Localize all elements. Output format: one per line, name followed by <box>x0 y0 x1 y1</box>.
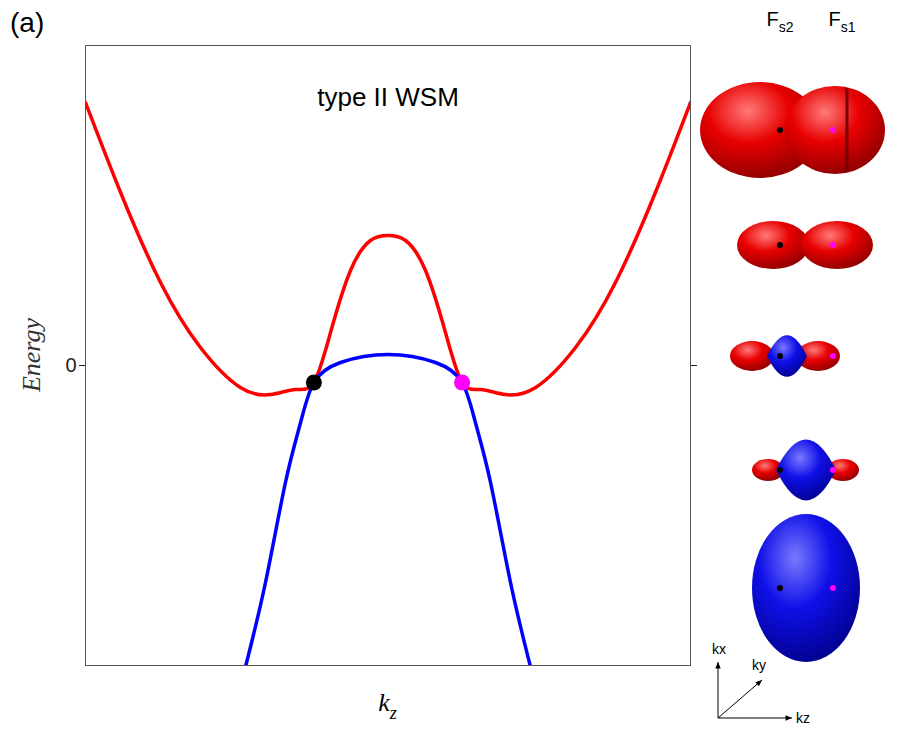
svg-text:kz: kz <box>378 688 397 723</box>
svg-text:kx: kx <box>712 641 726 657</box>
svg-text:ky: ky <box>752 657 766 673</box>
svg-text:kz: kz <box>796 710 810 726</box>
svg-text:(a): (a) <box>10 7 44 38</box>
svg-text:type II WSM: type II WSM <box>317 82 459 112</box>
svg-text:Fs2: Fs2 <box>766 8 793 35</box>
svg-text:Energy: Energy <box>17 317 46 393</box>
svg-text:0: 0 <box>65 354 76 376</box>
svg-text:Fs1: Fs1 <box>828 8 855 35</box>
